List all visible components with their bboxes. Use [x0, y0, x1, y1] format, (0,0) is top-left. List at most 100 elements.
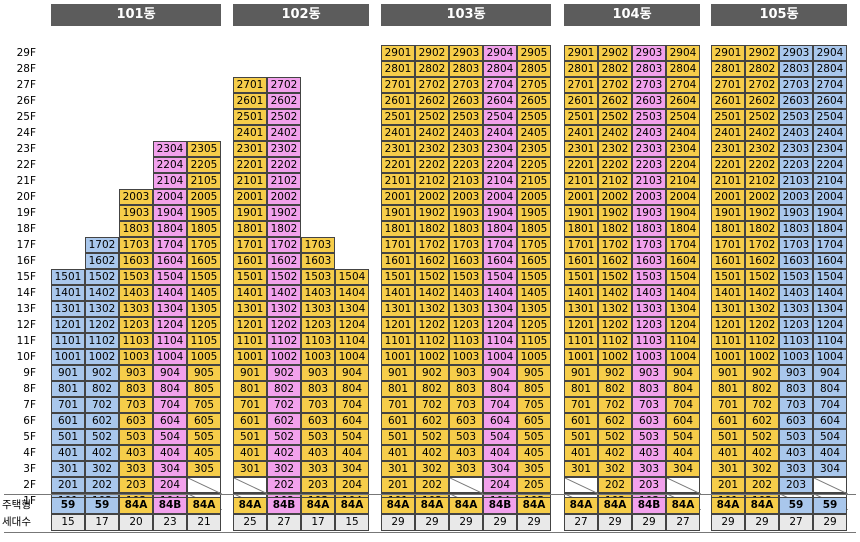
unit-cell: 2701	[711, 77, 745, 93]
unit-cell: 1201	[51, 317, 85, 333]
unit-cell: 204	[335, 477, 369, 493]
unit-cell: 702	[415, 397, 449, 413]
household-count-cell: 29	[598, 514, 632, 531]
unit-cell: 2905	[517, 45, 551, 61]
unit-cell: 901	[381, 365, 415, 381]
unit-cell: 1801	[711, 221, 745, 237]
unit-cell: 202	[598, 477, 632, 493]
unit-cell: 2401	[564, 125, 598, 141]
unit-cell: 1103	[449, 333, 483, 349]
unit-cell: 1305	[187, 301, 221, 317]
unit-cell: 1101	[564, 333, 598, 349]
unit-cell: 802	[85, 381, 119, 397]
unit-cell: 2603	[779, 93, 813, 109]
unit-cell: 2404	[483, 125, 517, 141]
unit-cell: 2103	[779, 173, 813, 189]
unit-cell: 201	[711, 477, 745, 493]
unit-cell: 2305	[187, 141, 221, 157]
unit-cell: 1902	[745, 205, 779, 221]
unit-cell: 2402	[267, 125, 301, 141]
unit-cell: 2503	[779, 109, 813, 125]
unit-cell: 1105	[187, 333, 221, 349]
unit-cell: 1201	[381, 317, 415, 333]
unit-cell: 1303	[301, 301, 335, 317]
unit-cell: 1504	[153, 269, 187, 285]
unit-cell: 2803	[449, 61, 483, 77]
unit-cell: 1302	[85, 301, 119, 317]
unit-cell: 2205	[187, 157, 221, 173]
unit-cell: 504	[813, 429, 847, 445]
unit-cell: 1703	[632, 237, 666, 253]
unit-cell: 2405	[517, 125, 551, 141]
unit-cell: 1803	[779, 221, 813, 237]
floor-label: 23F	[16, 143, 36, 155]
floor-label: 26F	[16, 95, 36, 107]
floor-label: 25F	[16, 111, 36, 123]
unit-cell: 501	[51, 429, 85, 445]
unit-cell: 2305	[517, 141, 551, 157]
unit-cell: 2904	[813, 45, 847, 61]
floor-label: 12F	[16, 319, 36, 331]
unit-cell: 702	[267, 397, 301, 413]
unit-cell: 404	[813, 445, 847, 461]
unit-cell: 2003	[449, 189, 483, 205]
unit-cell: 904	[483, 365, 517, 381]
unit-cell: 1004	[335, 349, 369, 365]
unit-cell: 1604	[666, 253, 700, 269]
unit-cell: 503	[119, 429, 153, 445]
unit-cell: 1205	[517, 317, 551, 333]
unit-cell: 1803	[119, 221, 153, 237]
unit-cell: 304	[335, 461, 369, 477]
unit-cell: 2502	[598, 109, 632, 125]
unit-cell: 2605	[517, 93, 551, 109]
unit-cell: 1101	[51, 333, 85, 349]
unit-cell: 2301	[564, 141, 598, 157]
unit-cell: 1903	[632, 205, 666, 221]
unit-cell: 404	[666, 445, 700, 461]
unit-cell: 1302	[267, 301, 301, 317]
unit-cell: 1402	[598, 285, 632, 301]
unit-cell: 1002	[85, 349, 119, 365]
unit-cell: 705	[517, 397, 551, 413]
unit-cell: 1602	[415, 253, 449, 269]
unit-cell: 1104	[153, 333, 187, 349]
unit-cell: 1701	[381, 237, 415, 253]
unit-cell: 603	[301, 413, 335, 429]
unit-cell: 1501	[564, 269, 598, 285]
unit-cell: 301	[233, 461, 267, 477]
unit-cell: 2704	[813, 77, 847, 93]
unit-cell: 1203	[449, 317, 483, 333]
unit-cell: 302	[267, 461, 301, 477]
unit-cell: 501	[711, 429, 745, 445]
unit-cell: 2001	[233, 189, 267, 205]
unit-cell: 804	[483, 381, 517, 397]
unit-cell: 1202	[415, 317, 449, 333]
divider	[4, 494, 856, 495]
unit-cell: 2401	[381, 125, 415, 141]
unit-cell: 403	[779, 445, 813, 461]
unit-cell: 703	[779, 397, 813, 413]
unit-cell: 602	[415, 413, 449, 429]
unit-type-cell: 84A	[598, 497, 632, 514]
unit-cell: 2501	[564, 109, 598, 125]
unit-cell: 1704	[666, 237, 700, 253]
unit-cell: 303	[632, 461, 666, 477]
unit-cell: 1202	[267, 317, 301, 333]
unit-cell: 2201	[381, 157, 415, 173]
unit-cell: 405	[187, 445, 221, 461]
unit-cell: 1002	[267, 349, 301, 365]
unit-cell: 2801	[564, 61, 598, 77]
unit-cell: 2302	[745, 141, 779, 157]
unit-cell: 802	[267, 381, 301, 397]
unit-cell: 2604	[666, 93, 700, 109]
unit-cell: 1702	[745, 237, 779, 253]
unit-cell: 2903	[779, 45, 813, 61]
unit-cell: 2401	[711, 125, 745, 141]
unit-cell: 1002	[415, 349, 449, 365]
unit-cell: 1401	[51, 285, 85, 301]
unit-cell: 2202	[267, 157, 301, 173]
unit-cell: 2004	[153, 189, 187, 205]
floor-label: 16F	[16, 255, 36, 267]
unit-cell: 2002	[745, 189, 779, 205]
unit-cell: 2602	[598, 93, 632, 109]
